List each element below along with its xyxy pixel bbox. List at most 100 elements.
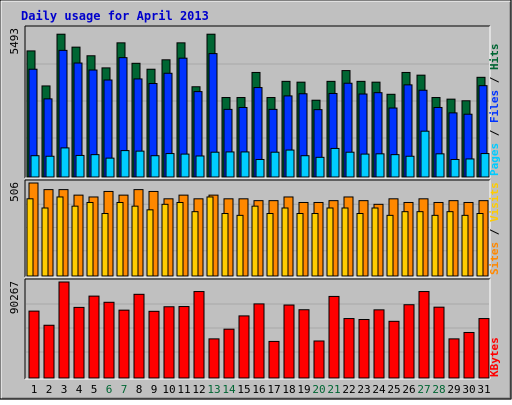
day-label-28: 28 bbox=[432, 383, 445, 396]
panel-middle: 506 Sites / Visits bbox=[8, 179, 501, 278]
bar-visits-day-30 bbox=[461, 214, 469, 277]
bar-visits-day-17 bbox=[266, 213, 274, 277]
day-label-20: 20 bbox=[312, 383, 325, 396]
bar-kbytes-day-16 bbox=[253, 303, 265, 379]
bar-pages-day-3 bbox=[60, 147, 70, 178]
bar-kbytes-day-26 bbox=[403, 304, 415, 379]
day-label-19: 19 bbox=[297, 383, 310, 396]
bar-pages-day-8 bbox=[135, 150, 145, 178]
bar-pages-day-9 bbox=[150, 155, 160, 178]
day-label-7: 7 bbox=[121, 383, 128, 396]
panel-bottom: 90267 KBytes bbox=[8, 278, 501, 380]
day-label-27: 27 bbox=[417, 383, 430, 396]
day-label-16: 16 bbox=[252, 383, 265, 396]
bar-visits-day-7 bbox=[116, 201, 124, 277]
bar-pages-day-11 bbox=[180, 153, 190, 178]
bar-kbytes-day-23 bbox=[358, 319, 370, 379]
bar-kbytes-day-13 bbox=[208, 338, 220, 379]
series-legend: Pages / Files / Hits bbox=[488, 44, 501, 177]
bar-visits-day-15 bbox=[236, 214, 244, 277]
bar-pages-day-19 bbox=[300, 155, 310, 178]
day-label-15: 15 bbox=[237, 383, 250, 396]
bar-kbytes-day-3 bbox=[58, 281, 70, 379]
bar-visits-day-20 bbox=[311, 213, 319, 277]
bar-kbytes-day-18 bbox=[283, 304, 295, 379]
day-label-21: 21 bbox=[327, 383, 340, 396]
bar-pages-day-7 bbox=[120, 150, 130, 178]
bar-kbytes-day-9 bbox=[148, 310, 160, 379]
bar-kbytes-day-10 bbox=[163, 306, 175, 379]
bar-visits-day-11 bbox=[176, 201, 184, 277]
bar-pages-day-2 bbox=[45, 155, 55, 178]
bar-pages-day-4 bbox=[75, 154, 85, 178]
bar-visits-day-10 bbox=[161, 203, 169, 277]
bar-pages-day-17 bbox=[270, 151, 280, 178]
bar-pages-day-31 bbox=[480, 153, 490, 178]
panel-top: 5493 Pages / Files / Hits bbox=[8, 25, 501, 179]
y-axis-max-label: 5493 bbox=[8, 28, 21, 55]
bar-pages-day-23 bbox=[360, 153, 370, 178]
bar-visits-day-5 bbox=[86, 201, 94, 277]
bar-kbytes-day-7 bbox=[118, 309, 130, 379]
bar-visits-day-2 bbox=[41, 207, 49, 277]
day-label-26: 26 bbox=[402, 383, 415, 396]
bar-pages-day-15 bbox=[240, 151, 250, 178]
day-label-25: 25 bbox=[387, 383, 400, 396]
bar-kbytes-day-11 bbox=[178, 306, 190, 379]
series-legend: Sites / Visits bbox=[488, 182, 501, 275]
legend-label: Visits bbox=[488, 182, 501, 222]
bar-visits-day-21 bbox=[326, 207, 334, 277]
day-label-3: 3 bbox=[61, 383, 68, 396]
bar-kbytes-day-24 bbox=[373, 309, 385, 379]
bar-kbytes-day-17 bbox=[268, 340, 280, 379]
day-label-6: 6 bbox=[106, 383, 113, 396]
bar-pages-day-18 bbox=[285, 149, 295, 178]
day-label-11: 11 bbox=[177, 383, 190, 396]
bar-kbytes-day-27 bbox=[418, 291, 430, 379]
bar-visits-day-6 bbox=[101, 213, 109, 277]
chart-panels: 5493 Pages / Files / Hits 506 Sites / Visit… bbox=[8, 25, 501, 380]
legend-label: Sites bbox=[488, 242, 501, 275]
chart-title: Daily usage for April 2013 bbox=[21, 9, 209, 23]
bar-pages-day-24 bbox=[375, 153, 385, 178]
bar-visits-day-8 bbox=[131, 205, 139, 277]
bar-visits-day-29 bbox=[446, 211, 454, 277]
bar-pages-day-6 bbox=[105, 157, 115, 178]
bar-pages-day-14 bbox=[225, 151, 235, 178]
bar-visits-day-13 bbox=[206, 196, 214, 277]
x-axis-day-labels: 1 2 3 4 5 6 7 8 9 10 11 12 13 14 15 16 17 18 19 20 21 22 23 24 2… bbox=[31, 383, 491, 396]
bar-visits-day-3 bbox=[56, 196, 64, 277]
bar-pages-day-13 bbox=[210, 151, 220, 178]
bar-pages-day-26 bbox=[405, 155, 415, 178]
bar-kbytes-day-6 bbox=[103, 301, 115, 379]
day-label-18: 18 bbox=[282, 383, 295, 396]
bar-visits-day-23 bbox=[356, 213, 364, 277]
bar-kbytes-day-12 bbox=[193, 291, 205, 379]
bar-visits-day-27 bbox=[416, 211, 424, 277]
day-label-4: 4 bbox=[76, 383, 83, 396]
legend-label: Pages bbox=[488, 143, 501, 176]
day-label-5: 5 bbox=[91, 383, 98, 396]
bar-visits-day-25 bbox=[386, 214, 394, 277]
day-label-30: 30 bbox=[462, 383, 475, 396]
day-label-1: 1 bbox=[31, 383, 38, 396]
bar-kbytes-day-15 bbox=[238, 315, 250, 379]
bar-pages-day-22 bbox=[345, 151, 355, 178]
bar-kbytes-day-2 bbox=[43, 324, 55, 379]
day-label-31: 31 bbox=[477, 383, 490, 396]
day-label-8: 8 bbox=[136, 383, 143, 396]
day-label-14: 14 bbox=[222, 383, 236, 396]
bar-visits-day-9 bbox=[146, 209, 154, 277]
bar-visits-day-19 bbox=[296, 213, 304, 277]
bar-visits-day-26 bbox=[401, 211, 409, 277]
legend-label: Hits bbox=[488, 44, 501, 71]
bar-kbytes-day-21 bbox=[328, 295, 340, 379]
day-label-9: 9 bbox=[151, 383, 158, 396]
day-label-23: 23 bbox=[357, 383, 370, 396]
legend-label: / bbox=[488, 222, 501, 242]
bar-kbytes-day-5 bbox=[88, 295, 100, 379]
day-label-22: 22 bbox=[342, 383, 355, 396]
legend-label: / bbox=[488, 70, 501, 90]
